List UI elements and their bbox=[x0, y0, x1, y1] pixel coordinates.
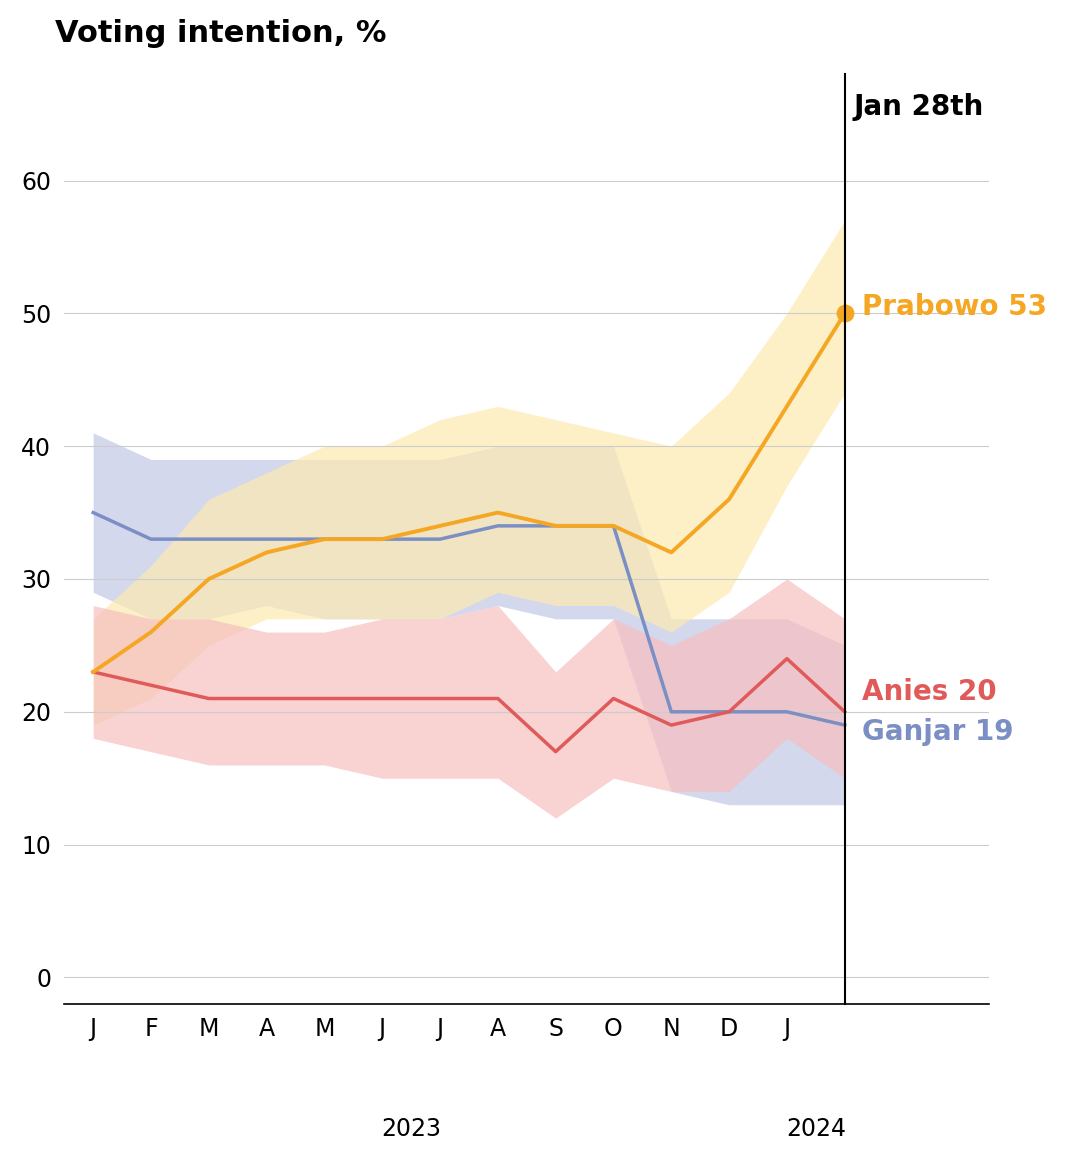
Text: 2024: 2024 bbox=[786, 1117, 846, 1141]
Text: Anies 20: Anies 20 bbox=[862, 678, 997, 706]
Text: 2023: 2023 bbox=[381, 1117, 441, 1141]
Text: Ganjar 19: Ganjar 19 bbox=[862, 717, 1013, 746]
Text: Prabowo 53: Prabowo 53 bbox=[862, 293, 1048, 320]
Point bbox=[836, 304, 853, 323]
Text: Voting intention, %: Voting intention, % bbox=[55, 19, 387, 47]
Text: Jan 28th: Jan 28th bbox=[854, 93, 984, 120]
